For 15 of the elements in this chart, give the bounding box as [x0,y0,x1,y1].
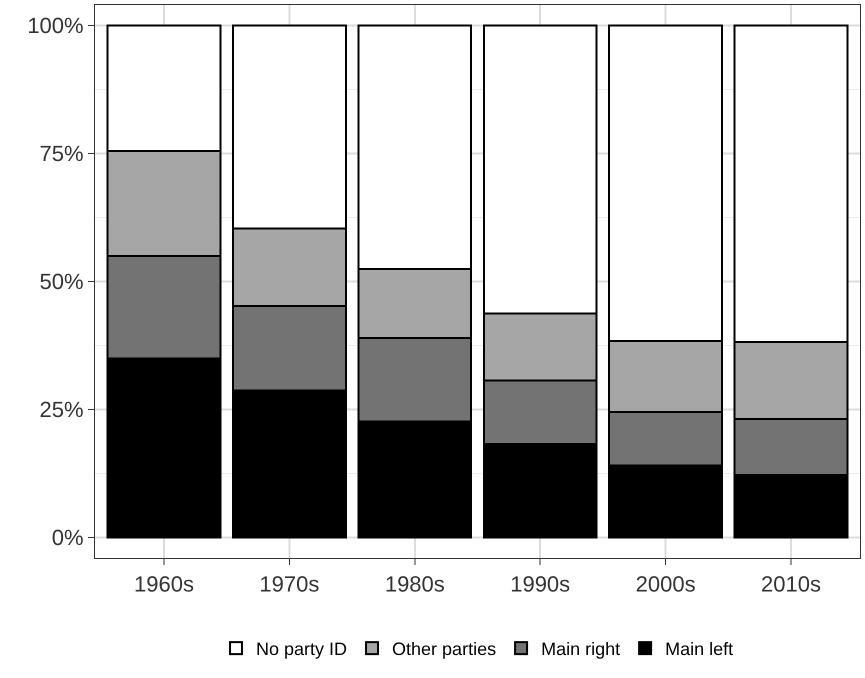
x-tick-label: 2010s [761,571,821,596]
x-tick-label: 1970s [259,571,320,596]
x-tick-label: 1980s [384,571,445,596]
legend-label: Main left [665,639,734,660]
legend-label: Main right [541,639,620,660]
y-tick-label: 25% [40,397,84,422]
y-tick-label: 50% [40,269,84,294]
legend-label: No party ID [256,639,348,660]
x-tick-label: 1960s [134,571,194,596]
x-tick-label: 2000s [636,571,696,596]
x-tick-label: 1990s [510,571,570,596]
y-tick-label: 0% [52,525,84,550]
y-tick-label: 75% [40,141,84,166]
y-tick-label: 100% [27,13,84,38]
legend-label: Other parties [392,639,496,660]
